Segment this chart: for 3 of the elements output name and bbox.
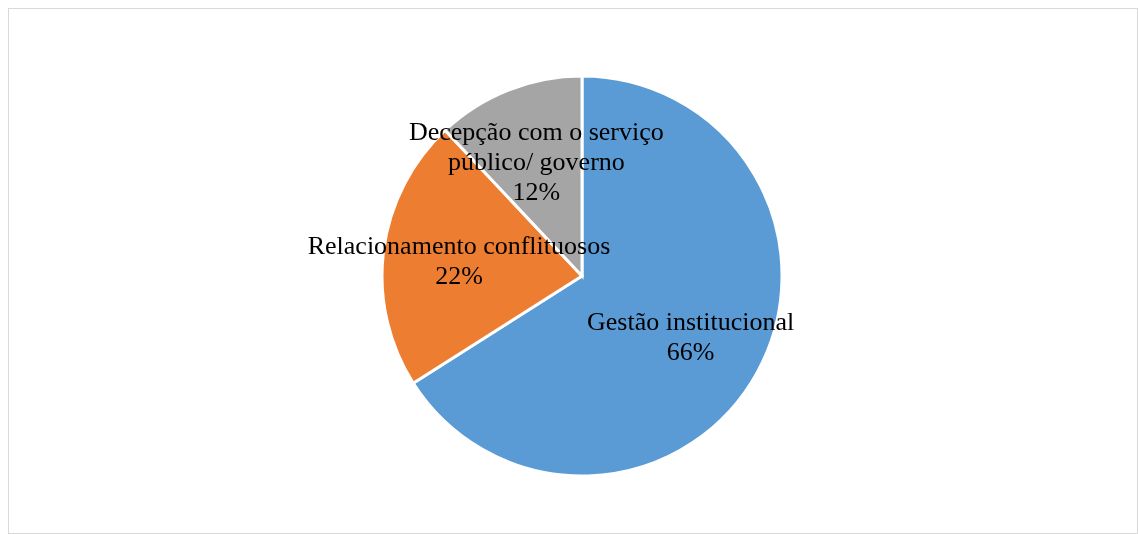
data-label: 12% bbox=[512, 176, 561, 206]
data-label: 66% bbox=[666, 336, 715, 366]
data-label: 22% bbox=[435, 260, 483, 290]
